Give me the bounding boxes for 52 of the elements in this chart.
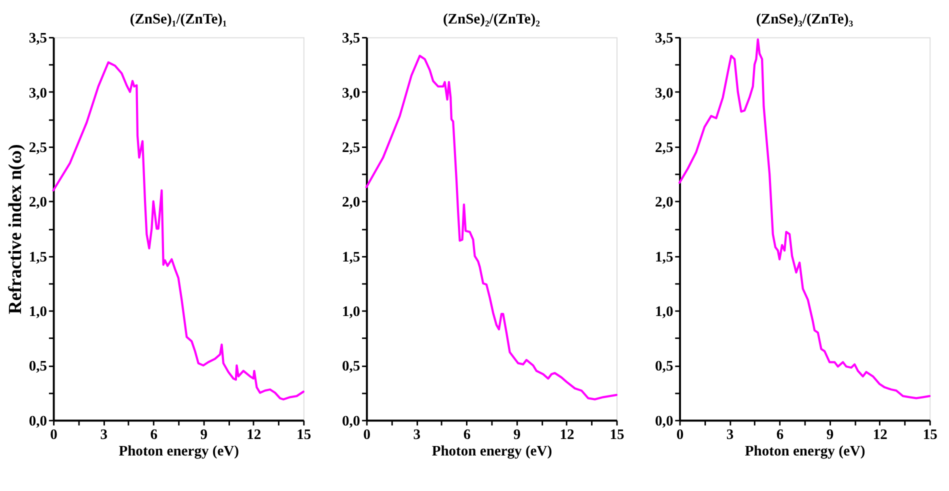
x-tick-label: 3 xyxy=(413,427,421,444)
x-tick-label: 9 xyxy=(513,427,521,444)
chart-title: (ZnSe)₃/(ZnTe)₃ xyxy=(756,12,854,28)
y-tick-label: 3,5 xyxy=(342,30,360,47)
y-tick-label: 2,0 xyxy=(28,194,48,211)
y-tick-label: 0,5 xyxy=(28,358,48,375)
y-tick-label: 1,0 xyxy=(28,304,48,320)
y-tick-label: 0,5 xyxy=(655,358,674,375)
x-tick-label: 0 xyxy=(50,427,58,444)
chart-title: (ZnSe)₁/(ZnTe)₁ xyxy=(130,12,227,28)
x-tick-label: 9 xyxy=(826,427,834,444)
line-series xyxy=(365,54,618,400)
y-tick-label: 1,5 xyxy=(28,249,48,266)
x-tick-label: 3 xyxy=(726,427,734,444)
x-tick-label: 0 xyxy=(363,427,371,444)
y-tick-label: 1,0 xyxy=(342,304,360,320)
y-tick-label: 0,0 xyxy=(655,413,674,430)
line-series xyxy=(678,38,931,400)
y-tick-label: 2,0 xyxy=(342,194,360,211)
y-tick-label: 1,5 xyxy=(342,249,360,266)
y-tick-label: 2,5 xyxy=(28,140,48,156)
chart-title: (ZnSe)₂/(ZnTe)₂ xyxy=(442,12,540,28)
y-tick-label: 0,5 xyxy=(342,358,360,375)
y-tick-label: 3,5 xyxy=(28,30,48,47)
x-tick-label: 6 xyxy=(150,427,158,444)
x-axis-title: Photon energy (eV) xyxy=(118,444,240,460)
x-tick-label: 15 xyxy=(922,427,938,444)
y-tick-label: 1,5 xyxy=(655,249,674,266)
y-tick-label: 3,0 xyxy=(28,85,48,102)
x-tick-label: 12 xyxy=(872,427,888,444)
y-axis-title: Refractive index n(ω) xyxy=(5,144,26,314)
x-tick-label: 9 xyxy=(200,427,208,444)
x-tick-label: 15 xyxy=(610,427,624,444)
y-tick-label: 3,0 xyxy=(655,85,674,102)
y-tick-label: 3,5 xyxy=(655,30,674,47)
x-tick-label: 12 xyxy=(560,427,574,444)
x-tick-label: 0 xyxy=(676,427,684,444)
x-tick-label: 15 xyxy=(296,427,312,444)
y-tick-label: 1,0 xyxy=(655,304,674,320)
y-tick-label: 0,0 xyxy=(28,413,48,430)
y-tick-label: 3,0 xyxy=(342,85,360,102)
y-tick-label: 2,0 xyxy=(655,194,674,211)
x-axis-title: Photon energy (eV) xyxy=(744,444,866,460)
x-tick-label: 6 xyxy=(776,427,784,444)
x-tick-label: 6 xyxy=(463,427,471,444)
y-tick-label: 2,5 xyxy=(342,140,360,156)
y-tick-label: 2,5 xyxy=(655,140,674,156)
x-tick-label: 3 xyxy=(100,427,108,444)
y-tick-label: 0,0 xyxy=(342,413,360,430)
x-tick-label: 12 xyxy=(246,427,262,444)
line-series xyxy=(52,61,304,400)
x-axis-title: Photon energy (eV) xyxy=(432,444,552,460)
